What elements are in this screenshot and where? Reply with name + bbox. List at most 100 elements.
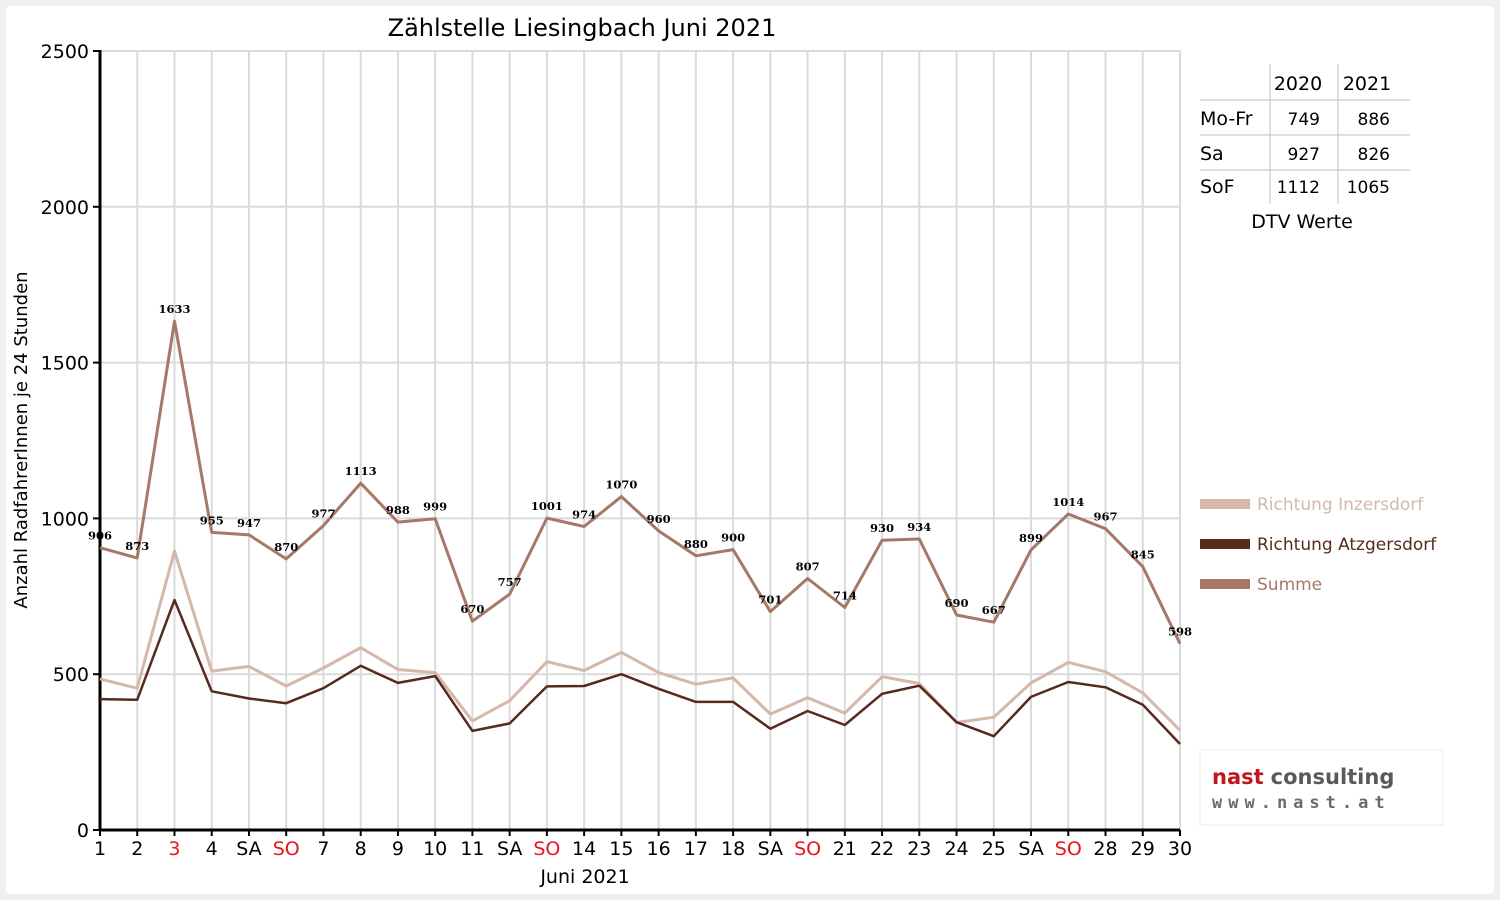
data-label: 1113: [345, 464, 377, 478]
y-tick-label: 0: [77, 820, 89, 842]
data-label: 1014: [1052, 495, 1084, 509]
chart-frame: [6, 6, 1494, 894]
x-tick-label: SA: [1018, 838, 1043, 860]
y-tick-label: 1000: [41, 508, 89, 530]
x-tick-label: SA: [758, 838, 783, 860]
logo-box: [1199, 749, 1444, 826]
x-tick-label: 3: [168, 838, 180, 860]
x-tick-label: 7: [317, 838, 329, 860]
data-label: 906: [88, 529, 112, 543]
x-tick-label: 17: [684, 838, 708, 860]
x-tick-label: 11: [460, 838, 484, 860]
data-label: 977: [311, 507, 335, 521]
data-label: 845: [1131, 548, 1155, 562]
logo-text: nast consulting: [1212, 765, 1394, 789]
x-tick-label: SA: [497, 838, 522, 860]
x-tick-label: SO: [273, 838, 300, 860]
data-label: 974: [572, 508, 596, 522]
table-row-label: Sa: [1200, 143, 1224, 165]
x-tick-label: 29: [1131, 838, 1155, 860]
logo: nast consulting www.nast.at: [1199, 749, 1444, 826]
data-label: 701: [758, 593, 782, 607]
table-cell: 1065: [1347, 178, 1390, 198]
x-tick-label: 23: [907, 838, 931, 860]
series-line-richtung-atzgersdorf: [99, 598, 1181, 745]
x-tick-label: SO: [794, 838, 821, 860]
x-tick-label: SA: [236, 838, 261, 860]
x-ticks: 1 2 3 4 SA SO 7 8 9 10 11 SA SO 14 15 16 17 18 SA SO 21 22 23 2…: [94, 830, 1192, 860]
x-tick-label: 9: [392, 838, 404, 860]
x-tick-label: SO: [533, 838, 560, 860]
data-label: 1001: [531, 499, 563, 513]
x-axis-label: Juni 2021: [539, 866, 629, 888]
data-label: 955: [200, 513, 224, 527]
table-cell: 826: [1358, 145, 1390, 165]
x-tick-label: 1: [94, 838, 106, 860]
data-label: 870: [274, 540, 298, 554]
x-tick-label: 22: [870, 838, 894, 860]
y-tick-label: 2500: [41, 41, 89, 63]
dtv-table: 2020 2021 Mo-Fr 749 886 Sa 927 826 SoF 1…: [1200, 64, 1410, 233]
x-tick-label: 18: [721, 838, 745, 860]
x-tick-label: 14: [572, 838, 596, 860]
x-tick-label: 21: [833, 838, 857, 860]
data-labels: 906 873 1633 955 947 870 977 1113 988 999 670 757 10…: [88, 302, 1192, 639]
data-label: 873: [125, 539, 149, 553]
legend: Richtung Inzersdorf Richtung Atzgersdorf S…: [1200, 495, 1437, 595]
data-label: 690: [945, 596, 969, 610]
x-tick-label: 2: [131, 838, 143, 860]
legend-label: Richtung Atzgersdorf: [1257, 535, 1437, 555]
x-tick-label: 16: [647, 838, 671, 860]
series-lines: [99, 319, 1182, 745]
logo-part2: consulting: [1271, 765, 1395, 789]
x-tick-label: 10: [423, 838, 447, 860]
data-label: 930: [870, 521, 894, 535]
y-tick-label: 1500: [41, 353, 89, 375]
x-tick-label: 8: [355, 838, 367, 860]
data-label: 899: [1019, 531, 1043, 545]
table-header-2021: 2021: [1343, 73, 1391, 95]
table-caption: DTV Werte: [1251, 211, 1353, 233]
data-label: 900: [721, 531, 745, 545]
y-axis-label: Anzahl RadfahrerInnen je 24 Stunden: [11, 271, 32, 608]
x-tick-label: 25: [982, 838, 1006, 860]
table-header-2020: 2020: [1274, 73, 1322, 95]
data-label: 670: [460, 602, 484, 616]
y-tick-label: 2000: [41, 197, 89, 219]
logo-part1: nast: [1212, 765, 1264, 789]
data-label: 960: [647, 512, 671, 526]
table-cell: 886: [1358, 110, 1390, 130]
table-cell: 749: [1288, 110, 1320, 130]
data-label: 947: [237, 516, 261, 530]
data-label: 934: [907, 520, 931, 534]
legend-label: Richtung Inzersdorf: [1257, 495, 1424, 515]
legend-label: Summe: [1257, 575, 1322, 595]
x-tick-label: 15: [609, 838, 633, 860]
data-label: 880: [684, 537, 708, 551]
series-line-richtung-inzersdorf: [99, 549, 1182, 732]
data-label: 714: [833, 589, 857, 603]
table-row-label: Mo-Fr: [1200, 108, 1253, 130]
data-label: 988: [386, 503, 410, 517]
data-label: 1633: [158, 302, 190, 316]
axes: [98, 50, 1180, 832]
y-tick-label: 500: [53, 664, 89, 686]
data-label: 598: [1168, 625, 1192, 639]
data-label: 1070: [605, 478, 637, 492]
data-label: 967: [1094, 510, 1118, 524]
x-tick-label: 30: [1168, 838, 1192, 860]
x-tick-label: SO: [1055, 838, 1082, 860]
y-ticks: 0 500 1000 1500 2000 2500: [41, 41, 100, 842]
x-tick-label: 24: [944, 838, 968, 860]
table-row-label: SoF: [1200, 176, 1235, 198]
table-cell: 1112: [1277, 178, 1320, 198]
x-tick-label: 28: [1093, 838, 1117, 860]
data-label: 807: [796, 560, 820, 574]
series-line-summe: [99, 319, 1182, 645]
table-cell: 927: [1288, 145, 1320, 165]
grid: [100, 50, 1181, 830]
chart-title: Zählstelle Liesingbach Juni 2021: [388, 14, 777, 42]
x-tick-label: 4: [206, 838, 218, 860]
data-label: 667: [982, 603, 1006, 617]
